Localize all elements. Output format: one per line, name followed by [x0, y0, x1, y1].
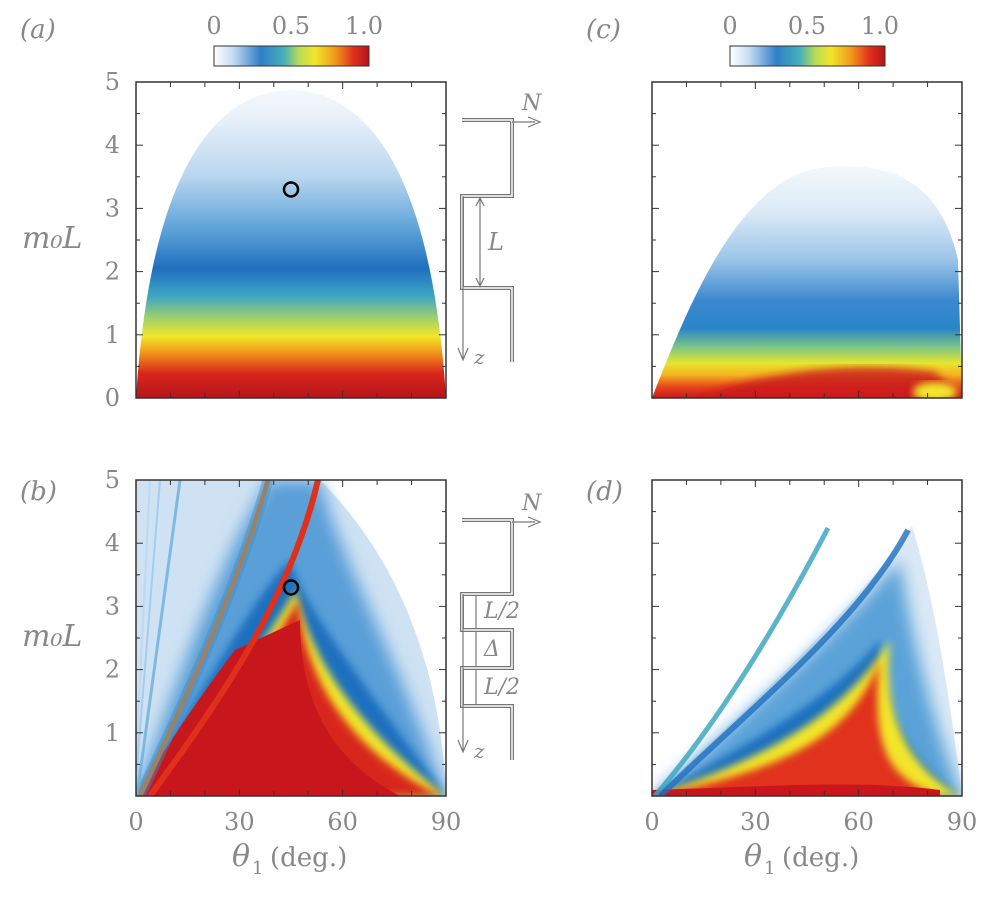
xtick-label-d-60: 60: [843, 808, 874, 836]
colorbar-a-tick-mid: 0.5: [272, 12, 310, 40]
xlabel-right-sub: 1: [764, 858, 775, 879]
ytick-label-b-2: 2: [105, 656, 120, 684]
axes-frame-c: [651, 81, 963, 399]
colorbar-a-tick-0: 0: [206, 12, 221, 40]
xtick-label-b-60: 60: [327, 808, 358, 836]
schematic-b-z-label: z: [473, 739, 485, 763]
ytick-label-a-1: 1: [105, 321, 120, 349]
ytick-label-b-3: 3: [105, 592, 120, 620]
marker-b: [282, 579, 300, 596]
colorbar-a: 0 0.5 1.0: [206, 12, 383, 67]
schematic-b: [457, 516, 542, 760]
colorbar-c-tick-0: 0: [722, 12, 737, 40]
xtick-label-b-30: 30: [224, 808, 255, 836]
ytick-label-b-4: 4: [105, 529, 120, 557]
xlabel-right-symbol: θ: [744, 839, 762, 874]
axes-frame-d: 0 30 60 90: [644, 479, 978, 836]
panel-label-d: (d): [586, 477, 623, 507]
panel-label-b: (b): [20, 477, 57, 507]
ytick-label-b-1: 1: [105, 719, 120, 747]
colorbar-c-tick-max: 1.0: [861, 12, 899, 40]
ytick-label-a-0: 0: [105, 384, 120, 412]
ytick-label-a-5: 5: [105, 68, 120, 96]
axes-frame-b: 0 30 60 90 1 2 3 4 5: [105, 466, 462, 836]
ytick-label-a-2: 2: [105, 258, 120, 286]
panel-label-a: (a): [20, 15, 56, 45]
heatmap-a: [136, 82, 446, 398]
schematic-a-z-label: z: [473, 345, 485, 369]
ytick-label-b-5: 5: [105, 466, 120, 494]
ylabel-a: m₀L: [22, 221, 82, 256]
colorbar-a-tick-max: 1.0: [345, 12, 383, 40]
colorbar-c: 0 0.5 1.0: [722, 12, 899, 67]
schematic-a-l-label: L: [487, 228, 504, 256]
axes-frame-a: 0 1 2 3 4 5: [105, 68, 447, 412]
schematic-a: [457, 116, 542, 362]
schematic-a-n-label: N: [521, 91, 542, 116]
xtick-label-b-90: 90: [431, 808, 462, 836]
colorbar-c-tick-mid: 0.5: [788, 12, 826, 40]
heatmap-c: [652, 82, 962, 398]
panel-label-c: (c): [586, 15, 621, 45]
schematic-b-l2-label: L/2: [483, 675, 520, 700]
xlabel-left: θ 1 (deg.): [232, 839, 347, 879]
ytick-label-a-4: 4: [105, 131, 120, 159]
schematic-b-delta-label: Δ: [483, 637, 500, 662]
heatmap-b: [136, 480, 446, 796]
marker-a: [282, 181, 300, 198]
xlabel-right: θ 1 (deg.): [744, 839, 859, 879]
xtick-label-d-0: 0: [644, 808, 659, 836]
xtick-label-d-90: 90: [947, 808, 978, 836]
schematic-b-n-label: N: [521, 491, 542, 516]
xlabel-left-sub: 1: [252, 858, 263, 879]
xlabel-right-unit: (deg.): [782, 843, 859, 873]
ytick-label-a-3: 3: [105, 194, 120, 222]
ylabel-b: m₀L: [22, 619, 82, 654]
xlabel-left-unit: (deg.): [270, 843, 347, 873]
schematic-b-l1-label: L/2: [483, 599, 520, 624]
xtick-label-b-0: 0: [128, 808, 143, 836]
xlabel-left-symbol: θ: [232, 839, 250, 874]
heatmap-d: [652, 480, 962, 796]
xtick-label-d-30: 30: [740, 808, 771, 836]
